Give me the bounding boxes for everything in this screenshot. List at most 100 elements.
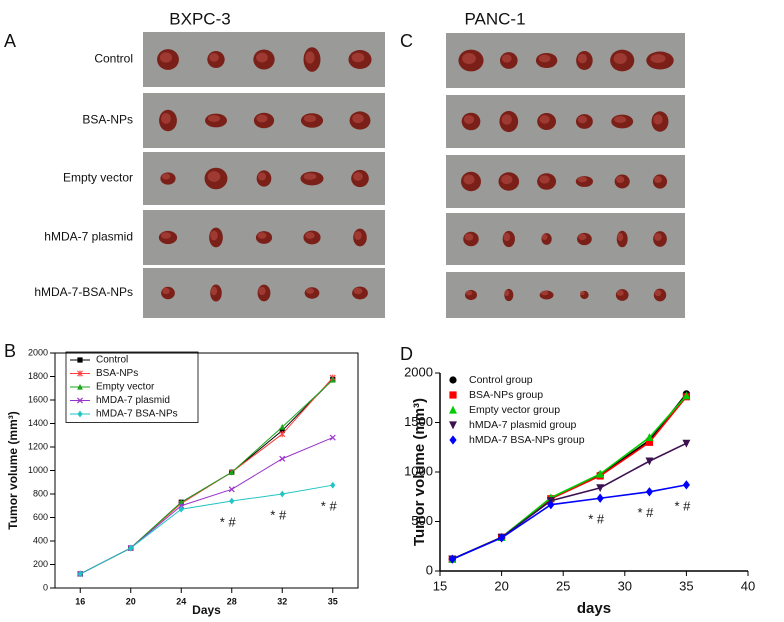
marker: [449, 376, 457, 384]
tumor-highlight: [541, 234, 548, 240]
marker: [279, 423, 286, 430]
tumor-highlight: [207, 171, 221, 182]
row-label: Empty vector: [63, 171, 133, 185]
legend-label: hMDA-7 BSA-NPs group: [469, 434, 585, 446]
tumor-highlight: [257, 172, 267, 181]
x-tick-label: 25: [556, 578, 570, 593]
tumor-highlight: [501, 174, 513, 185]
marker: [77, 383, 83, 390]
tumor-highlight: [539, 115, 550, 124]
tumor-highlight: [162, 287, 170, 295]
tumor-highlight: [540, 290, 549, 296]
marker: [645, 457, 654, 466]
y-axis-label: Tumor volume (mm³): [411, 398, 428, 546]
tumor-highlight: [352, 113, 364, 124]
tumor-highlight: [305, 232, 315, 239]
tumor-highlight: [654, 289, 662, 297]
tumor-highlight: [463, 174, 475, 185]
marker: [645, 433, 654, 441]
tumor-highlight: [578, 233, 587, 241]
y-tick-label: 0: [43, 582, 48, 592]
marker: [228, 486, 235, 493]
tumor-highlight: [305, 51, 315, 64]
tumor-highlight: [463, 115, 475, 124]
tumor-highlight: [577, 53, 587, 64]
y-tick-label: 2000: [404, 364, 433, 379]
marker: [596, 469, 605, 478]
x-tick-label: 30: [618, 578, 632, 593]
tumor-highlight: [256, 52, 268, 63]
legend-label: BSA-NPs group: [469, 389, 543, 401]
annotation: * #: [321, 499, 338, 514]
legend-label: hMDA-7 plasmid: [96, 395, 170, 406]
marker: [228, 469, 235, 475]
tumor-highlight: [257, 232, 267, 239]
marker: [449, 421, 457, 430]
tumor-highlight: [538, 54, 551, 63]
marker: [77, 570, 83, 578]
tumor-highlight: [305, 288, 315, 294]
tumor-highlight: [351, 52, 365, 63]
tumor-highlight: [504, 289, 510, 297]
photo-strip: [446, 33, 685, 88]
marker: [596, 484, 605, 493]
x-tick-label: 40: [741, 578, 755, 593]
legend-label: Control group: [469, 374, 533, 386]
marker: [178, 505, 184, 513]
tumor-highlight: [654, 175, 662, 184]
legend-label: Empty vector: [96, 382, 155, 393]
marker: [682, 439, 691, 448]
marker: [596, 493, 604, 503]
series-line: [80, 437, 333, 575]
marker: [449, 435, 457, 445]
annotation: * #: [270, 507, 287, 522]
annotation: * #: [220, 514, 237, 529]
tumor-highlight: [210, 286, 218, 296]
marker: [329, 376, 336, 383]
tumor-highlight: [580, 290, 585, 296]
panel-label: C: [400, 31, 413, 51]
x-tick-label: 16: [75, 596, 85, 606]
tumor-highlight: [159, 52, 173, 63]
tumor-highlight: [207, 115, 221, 122]
y-tick-label: 1200: [28, 441, 48, 451]
tumor-highlight: [653, 114, 663, 125]
series-line: [80, 484, 333, 575]
x-tick-label: 20: [126, 596, 136, 606]
y-tick-label: 1000: [28, 465, 48, 475]
tumor-highlight: [654, 233, 662, 241]
y-tick-label: 1000: [404, 463, 433, 478]
photo-strip: [446, 213, 685, 265]
marker: [449, 405, 457, 414]
tumor-highlight: [465, 290, 473, 296]
tumor-highlight: [539, 175, 550, 184]
legend-label: BSA-NPs: [96, 368, 138, 379]
y-tick-label: 200: [33, 559, 48, 569]
legend-label: hMDA-7 BSA-NPs: [96, 409, 178, 420]
marker: [279, 455, 286, 462]
photo-strip: [446, 95, 685, 148]
tumor-highlight: [650, 54, 666, 63]
photo-title: BXPC-3: [169, 9, 230, 28]
tumor-highlight: [161, 173, 171, 180]
marker: [279, 430, 286, 438]
y-tick-label: 1500: [404, 414, 433, 429]
marker: [128, 544, 134, 552]
row-label: hMDA-7-BSA-NPs: [34, 285, 133, 299]
x-tick-label: 35: [328, 596, 338, 606]
marker: [682, 391, 691, 400]
tumor-highlight: [354, 231, 362, 240]
marker: [279, 427, 285, 434]
x-axis-label: days: [577, 600, 611, 617]
tumor-highlight: [577, 176, 588, 183]
x-tick-label: 24: [176, 596, 186, 606]
tumor-highlight: [353, 287, 363, 295]
y-tick-label: 500: [411, 513, 433, 528]
tumor-highlight: [614, 116, 627, 123]
annotation: * #: [637, 505, 654, 520]
x-tick-label: 32: [277, 596, 287, 606]
photo-strip: [446, 155, 685, 208]
photo-strip: [446, 272, 685, 318]
annotation: * #: [674, 498, 691, 513]
